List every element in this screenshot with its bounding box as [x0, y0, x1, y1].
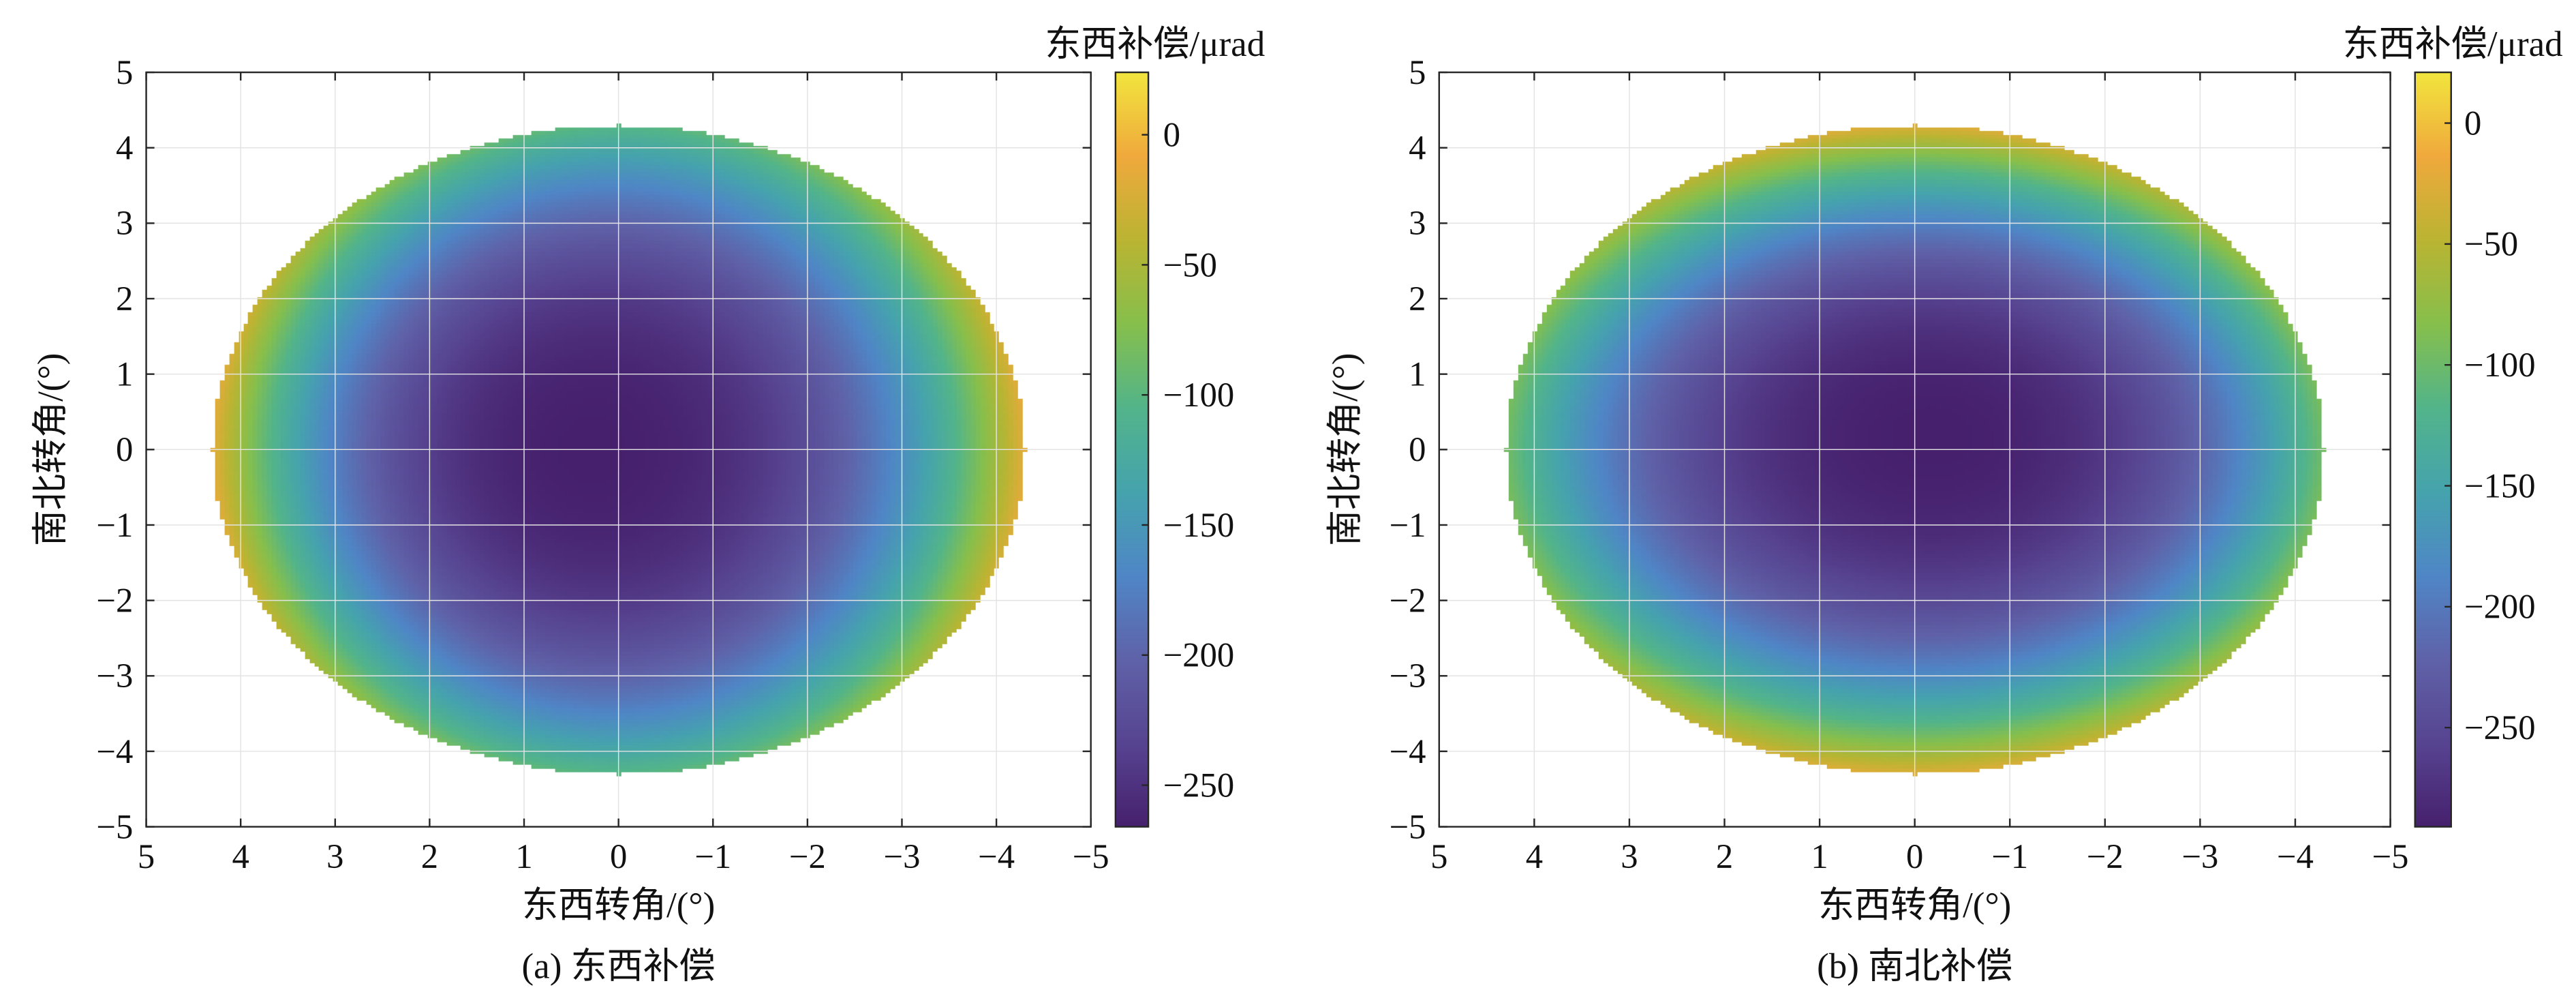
- y-tick-label: 4: [116, 129, 133, 167]
- x-tick-label: −2: [789, 837, 826, 875]
- y-tick-label: 0: [1409, 430, 1426, 468]
- y-axis-title: 南北转角/(°): [1325, 353, 1365, 546]
- x-tick-label: −4: [2277, 837, 2314, 875]
- colorbar-box: [1114, 71, 1150, 828]
- y-axis-title: 南北转角/(°): [31, 353, 71, 546]
- y-tick-label: 5: [116, 53, 133, 91]
- y-tick-label: −5: [96, 807, 133, 845]
- y-tick-label: 1: [1409, 355, 1426, 393]
- x-tick-label: 5: [1430, 837, 1447, 875]
- x-tick-label: −3: [884, 837, 921, 875]
- colorbar-a-gradient: [1115, 72, 1149, 827]
- x-tick-label: −4: [978, 837, 1015, 875]
- y-tick-label: 5: [1409, 53, 1426, 91]
- colorbar-tick-label: −100: [2464, 346, 2535, 384]
- figure-caption: (b) 南北补偿: [1817, 946, 2012, 986]
- colorbar-tick-label: 0: [2464, 104, 2481, 142]
- x-tick-label: 0: [610, 837, 627, 875]
- x-tick-label: −1: [1991, 837, 2028, 875]
- colorbar-tick-label: −50: [1163, 245, 1217, 284]
- y-tick-label: −3: [1390, 657, 1426, 695]
- colorbar-tick-label: −200: [2464, 588, 2535, 626]
- x-tick-label: 3: [326, 837, 343, 875]
- y-tick-label: −4: [1390, 732, 1426, 770]
- x-axis-title: 东西转角/(°): [522, 886, 715, 925]
- x-tick-label: 4: [232, 837, 249, 875]
- y-tick-label: 4: [1409, 129, 1426, 167]
- colorbar-tick-label: 0: [1163, 116, 1180, 154]
- y-tick-label: −3: [96, 657, 133, 695]
- x-tick-label: 0: [1906, 837, 1923, 875]
- x-tick-label: −5: [1073, 837, 1109, 875]
- x-tick-label: 3: [1621, 837, 1638, 875]
- y-tick-label: −4: [96, 732, 133, 770]
- x-tick-label: 4: [1526, 837, 1543, 875]
- x-axis-title: 东西转角/(°): [1818, 886, 2011, 925]
- colorbar-tick-label: −250: [1163, 766, 1234, 804]
- y-tick-label: 2: [1409, 280, 1426, 318]
- x-tick-label: 5: [138, 837, 155, 875]
- y-tick-label: 1: [116, 355, 133, 393]
- y-tick-label: −2: [1390, 582, 1426, 620]
- colorbar-box: [2414, 71, 2452, 828]
- x-tick-label: 2: [1716, 837, 1733, 875]
- colorbar-tick-label: −150: [2464, 466, 2535, 505]
- x-tick-label: 1: [1811, 837, 1828, 875]
- colorbar-title: 东西补偿/μrad: [2343, 25, 2563, 64]
- y-tick-label: 0: [116, 430, 133, 468]
- x-tick-label: −2: [2087, 837, 2123, 875]
- y-tick-label: −5: [1390, 807, 1426, 845]
- y-tick-label: 3: [1409, 204, 1426, 242]
- colorbar-tick-label: −150: [1163, 506, 1234, 544]
- colorbar-tick-label: −250: [2464, 708, 2535, 747]
- y-tick-label: −1: [96, 506, 133, 544]
- x-tick-label: −5: [2372, 837, 2409, 875]
- x-tick-label: −3: [2181, 837, 2218, 875]
- x-tick-label: 1: [515, 837, 532, 875]
- x-tick-label: 2: [421, 837, 438, 875]
- y-tick-label: −1: [1390, 506, 1426, 544]
- colorbar-tick-label: −50: [2464, 225, 2518, 263]
- colorbar-title: 东西补偿/μrad: [1045, 25, 1265, 64]
- x-tick-label: −1: [694, 837, 731, 875]
- y-tick-label: −2: [96, 582, 133, 620]
- colorbar-tick-label: −200: [1163, 636, 1234, 674]
- y-tick-label: 3: [116, 204, 133, 242]
- y-tick-label: 2: [116, 280, 133, 318]
- figure-caption: (a) 东西补偿: [522, 946, 716, 986]
- colorbar-tick-label: −100: [1163, 376, 1234, 414]
- colorbar-b-gradient: [2414, 72, 2451, 827]
